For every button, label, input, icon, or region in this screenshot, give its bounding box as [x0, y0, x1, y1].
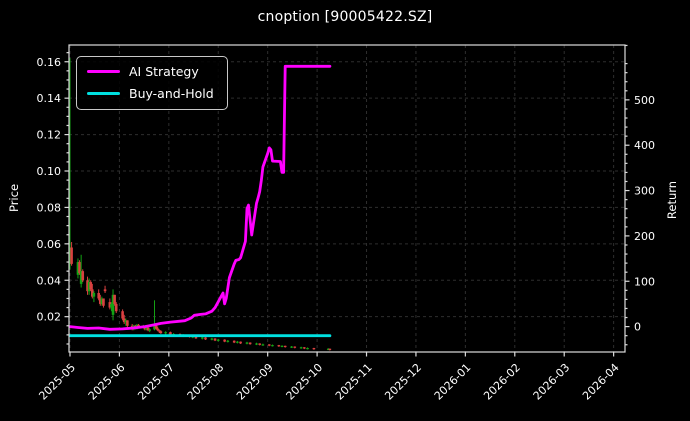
- svg-text:2026-02: 2026-02: [481, 361, 523, 403]
- svg-text:2026-04: 2026-04: [580, 361, 622, 403]
- svg-text:0.14: 0.14: [37, 92, 62, 105]
- svg-text:0.12: 0.12: [37, 129, 62, 142]
- svg-text:0.06: 0.06: [37, 238, 62, 251]
- svg-text:0.08: 0.08: [37, 201, 62, 214]
- buy-and-hold-line-swatch: [87, 91, 120, 96]
- chart-title: cnoption [90005422.SZ]: [257, 9, 433, 25]
- ai-strategy-line-swatch: [87, 69, 120, 74]
- svg-text:0.04: 0.04: [37, 274, 62, 287]
- legend: AI Strategy Buy-and-Hold: [76, 56, 228, 110]
- svg-text:2025-12: 2025-12: [382, 361, 424, 403]
- svg-text:200: 200: [634, 230, 655, 243]
- svg-text:2025-11: 2025-11: [333, 361, 375, 403]
- svg-text:2025-07: 2025-07: [135, 361, 177, 403]
- legend-label-ai-strategy: AI Strategy: [129, 64, 199, 79]
- svg-text:2026-03: 2026-03: [531, 361, 573, 403]
- svg-text:2025-06: 2025-06: [86, 361, 128, 403]
- svg-text:2025-10: 2025-10: [284, 361, 326, 403]
- svg-text:300: 300: [634, 185, 655, 198]
- svg-text:0.10: 0.10: [37, 165, 62, 178]
- svg-text:2025-08: 2025-08: [185, 361, 227, 403]
- legend-item-ai-strategy: AI Strategy: [87, 64, 214, 79]
- svg-text:2025-05: 2025-05: [36, 361, 78, 403]
- svg-text:400: 400: [634, 139, 655, 152]
- svg-text:2026-01: 2026-01: [432, 361, 474, 403]
- legend-label-buy-and-hold: Buy-and-Hold: [129, 86, 214, 101]
- svg-text:500: 500: [634, 94, 655, 107]
- svg-text:2025-09: 2025-09: [234, 361, 276, 403]
- svg-text:0: 0: [634, 321, 641, 334]
- legend-item-buy-and-hold: Buy-and-Hold: [87, 86, 214, 101]
- svg-text:100: 100: [634, 275, 655, 288]
- svg-text:0.16: 0.16: [37, 56, 62, 69]
- svg-text:0.02: 0.02: [37, 311, 62, 324]
